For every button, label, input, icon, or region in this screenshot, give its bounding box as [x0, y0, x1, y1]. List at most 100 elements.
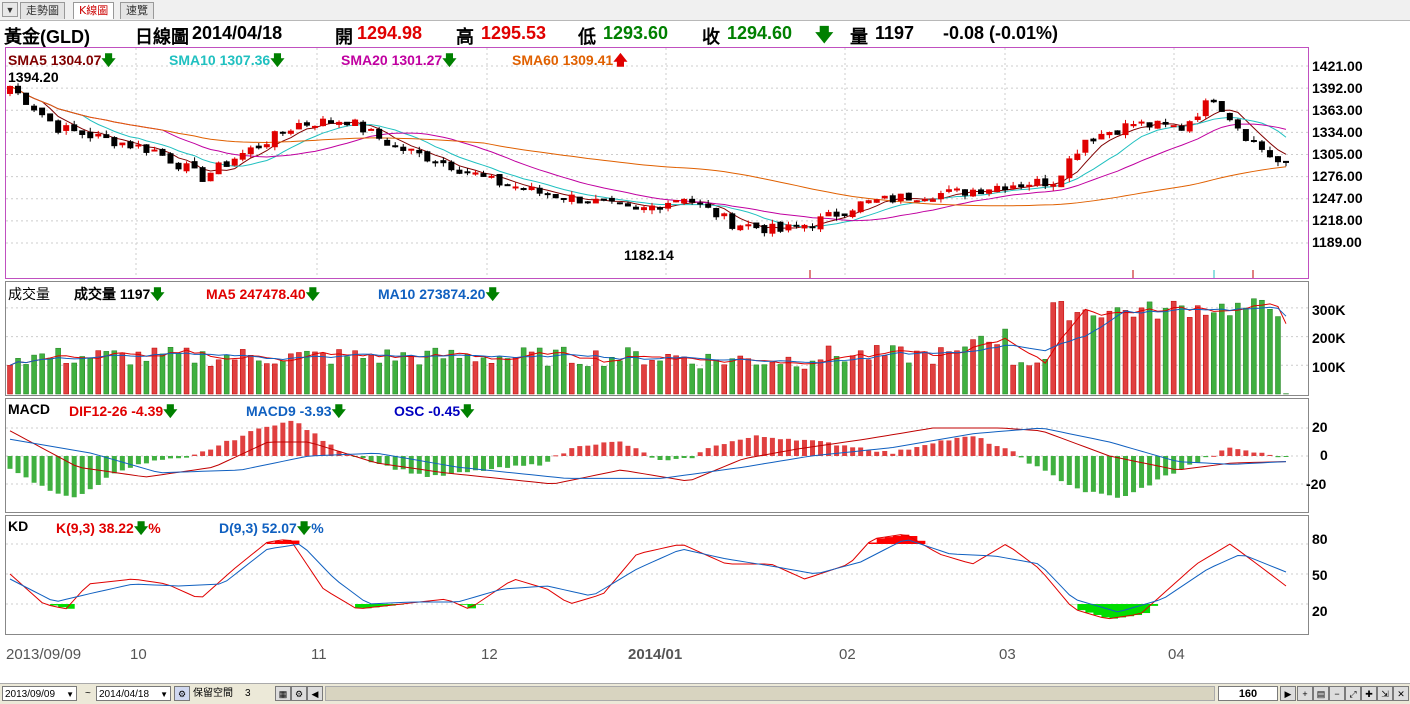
dif-down-arrow-icon: 🡇 — [163, 403, 177, 419]
volume-bar — [593, 351, 598, 394]
osc-bar — [625, 446, 630, 456]
sma5-down-arrow-icon: 🡇 — [101, 52, 115, 68]
osc-bar — [930, 443, 935, 456]
end-date-select[interactable]: 2014/04/18▼ — [96, 686, 171, 701]
volume-bar — [1035, 363, 1040, 394]
osc-bar — [1115, 456, 1120, 498]
macd9-down-arrow-icon: 🡇 — [332, 403, 346, 419]
candle-body — [577, 197, 582, 203]
candle-body — [232, 159, 237, 165]
volume-bar — [650, 360, 655, 394]
zoom-in-icon[interactable]: + — [1297, 686, 1313, 701]
candle-body — [64, 126, 69, 131]
osc-bar — [818, 441, 823, 456]
tab-menu-arrow-icon[interactable]: ▼ — [2, 2, 18, 17]
osc-bar — [682, 456, 687, 458]
candle-body — [569, 195, 574, 201]
scroll-left-icon[interactable]: ◀ — [307, 686, 323, 701]
calendar-icon[interactable]: ▤ — [1313, 686, 1329, 701]
candle-body — [617, 203, 622, 204]
volume-bar — [1187, 317, 1192, 394]
legend-sma60: SMA60 1309.41🡅 — [512, 50, 628, 74]
low-label: 低 — [578, 23, 596, 49]
expand-icon[interactable]: ⤢ — [1345, 686, 1361, 701]
candle-body — [658, 208, 663, 209]
candle-body — [770, 224, 775, 233]
candle-body — [1051, 185, 1056, 186]
volume-bar — [465, 354, 470, 394]
chevron-down-icon: ▼ — [160, 687, 168, 702]
volume-bar — [64, 363, 69, 394]
osc-bar — [585, 446, 590, 456]
osc-bar — [513, 456, 518, 466]
osc-bar — [601, 442, 606, 456]
osc-bar — [962, 437, 967, 456]
price-panel[interactable]: SMA5 1304.07🡇 SMA10 1307.36🡇 SMA20 1301.… — [5, 47, 1309, 279]
compress-icon[interactable]: ⇲ — [1377, 686, 1393, 701]
settings-icon[interactable]: ⚙ — [291, 686, 307, 701]
view-type: 日線圖 — [135, 23, 189, 49]
close-icon[interactable]: ✕ — [1393, 686, 1409, 701]
kd-y-axis: 80 50 20 — [1310, 515, 1410, 635]
volume-bar — [754, 365, 759, 394]
volume-bar — [168, 347, 173, 394]
kd-panel[interactable]: KD K(9,3) 38.22🡇% D(9,3) 52.07🡇% — [5, 515, 1309, 635]
osc-bar — [1267, 455, 1272, 456]
volume-bar — [537, 348, 542, 394]
candle-body — [329, 121, 334, 123]
crosshair-icon[interactable]: ✚ — [1361, 686, 1377, 701]
volume-bar — [449, 350, 454, 394]
volume-bar — [682, 357, 687, 394]
volume-bar — [200, 352, 205, 394]
volume-bar — [1139, 308, 1144, 394]
candle-body — [320, 119, 325, 125]
candle-body — [545, 194, 550, 195]
zoom-out-icon[interactable]: − — [1329, 686, 1345, 701]
grid-icon[interactable]: ▦ — [275, 686, 291, 701]
candle-body — [144, 145, 149, 153]
bar-count-input[interactable]: 160 — [1218, 686, 1278, 701]
open-label: 開 — [335, 23, 353, 49]
candle-body — [473, 173, 478, 174]
volume-bar — [553, 350, 558, 394]
volume-bar — [489, 363, 494, 394]
tab-trend[interactable]: 走勢圖 — [20, 2, 65, 19]
osc-bar — [288, 421, 293, 456]
reserve-space-value[interactable]: 3 — [245, 686, 251, 701]
osc-bar — [617, 442, 622, 456]
candle-body — [128, 142, 133, 148]
osc-bar — [537, 456, 542, 466]
scroll-right-icon[interactable]: ▶ — [1280, 686, 1296, 701]
candle-body — [625, 204, 630, 206]
volume-bar — [1219, 304, 1224, 394]
tab-kline[interactable]: K線圖 — [73, 2, 114, 19]
volume-bar — [1211, 313, 1216, 394]
osc-bar — [1275, 456, 1280, 457]
osc-bar — [1187, 456, 1192, 465]
volume-bar — [714, 360, 719, 394]
osc-bar — [481, 456, 486, 471]
osc-bar — [995, 446, 1000, 456]
start-date-select[interactable]: 2013/09/09▼ — [2, 686, 77, 701]
tab-overview[interactable]: 速覽 — [120, 2, 154, 19]
volume-bar — [577, 364, 582, 394]
osc-bar — [529, 456, 534, 464]
candle-body — [866, 201, 871, 203]
macd-panel[interactable]: MACD DIF12-26 -4.39🡇 MACD9 -3.93🡇 OSC -0… — [5, 398, 1309, 513]
candle-body — [979, 190, 984, 194]
close-value: 1294.60 — [727, 23, 792, 44]
osc-bar — [304, 430, 309, 456]
horizontal-scrollbar[interactable] — [325, 686, 1215, 701]
volume-panel[interactable]: 成交量 成交量 1197🡇 MA5 247478.40🡇 MA10 273874… — [5, 281, 1309, 396]
volume-bar — [906, 363, 911, 394]
volume-bar — [874, 345, 879, 394]
candle-body — [738, 226, 743, 230]
candle-body — [682, 200, 687, 203]
apply-range-icon[interactable]: ⚙ — [174, 686, 190, 701]
candle-body — [1203, 101, 1208, 116]
candle-body — [1211, 100, 1216, 101]
osc-bar — [971, 436, 976, 456]
osc-bar — [633, 448, 638, 456]
osc-bar — [1003, 448, 1008, 456]
osc-bar — [890, 454, 895, 456]
